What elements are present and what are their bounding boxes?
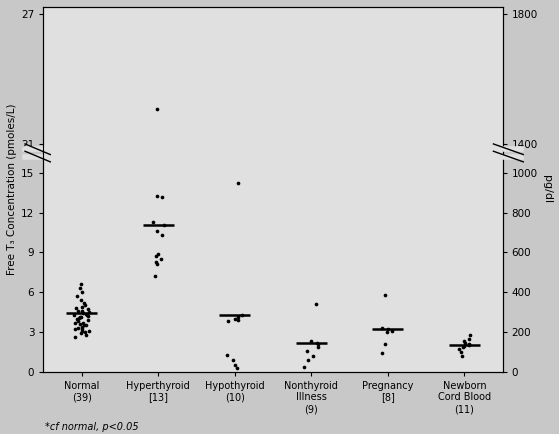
- Point: [82, 331, 91, 338]
- Point: [83, 306, 92, 313]
- Point: [455, 346, 464, 353]
- Point: [78, 303, 87, 310]
- Point: [73, 293, 82, 299]
- Point: [79, 310, 88, 317]
- Point: [70, 325, 79, 332]
- Point: [150, 273, 159, 280]
- Point: [308, 352, 317, 359]
- Point: [303, 347, 312, 354]
- Point: [73, 315, 82, 322]
- Point: [77, 289, 86, 296]
- Point: [381, 341, 390, 348]
- Point: [84, 328, 93, 335]
- Point: [77, 314, 86, 321]
- Point: [80, 322, 89, 329]
- Point: [77, 326, 86, 333]
- Point: [80, 329, 89, 335]
- Point: [312, 339, 321, 346]
- Point: [82, 312, 91, 319]
- Point: [459, 342, 468, 349]
- Point: [75, 285, 84, 292]
- Point: [84, 309, 93, 316]
- Point: [237, 311, 246, 318]
- Point: [70, 319, 79, 326]
- Point: [73, 308, 82, 315]
- Point: [149, 218, 158, 225]
- Point: [464, 335, 473, 342]
- Point: [300, 363, 309, 370]
- Point: [70, 311, 79, 318]
- Point: [457, 352, 466, 359]
- Point: [153, 261, 162, 268]
- Point: [153, 105, 162, 112]
- Text: *cf normal, p<0.05: *cf normal, p<0.05: [45, 422, 138, 432]
- Point: [72, 305, 80, 312]
- Point: [80, 299, 89, 306]
- Point: [233, 314, 242, 321]
- Point: [381, 291, 390, 298]
- Point: [156, 256, 165, 263]
- Point: [83, 316, 92, 323]
- Point: [75, 321, 84, 328]
- Point: [151, 258, 160, 265]
- Point: [153, 228, 162, 235]
- Point: [464, 342, 473, 349]
- Point: [78, 327, 87, 334]
- Point: [158, 193, 167, 200]
- Point: [314, 341, 323, 348]
- Point: [465, 341, 473, 348]
- Point: [84, 312, 93, 319]
- Point: [157, 232, 166, 239]
- Point: [378, 350, 387, 357]
- Point: [74, 315, 83, 322]
- Point: [460, 339, 469, 346]
- Point: [78, 320, 87, 327]
- Point: [383, 329, 392, 335]
- Point: [312, 301, 321, 308]
- Point: [77, 323, 86, 330]
- Point: [81, 302, 90, 309]
- Point: [383, 326, 392, 333]
- Point: [151, 253, 160, 260]
- Point: [234, 316, 243, 323]
- Point: [229, 356, 238, 363]
- Point: [224, 318, 233, 325]
- Point: [81, 311, 90, 318]
- Point: [233, 365, 241, 372]
- Point: [153, 192, 162, 199]
- Point: [231, 315, 240, 322]
- Point: [306, 338, 315, 345]
- Y-axis label: pg/dl: pg/dl: [542, 175, 552, 204]
- Point: [74, 318, 83, 325]
- Point: [222, 351, 231, 358]
- Point: [77, 297, 86, 304]
- Point: [153, 250, 162, 257]
- Point: [314, 343, 323, 350]
- Point: [82, 321, 91, 328]
- Point: [77, 281, 86, 288]
- Point: [78, 307, 87, 314]
- Point: [74, 325, 83, 332]
- Point: [75, 313, 84, 320]
- Point: [466, 331, 475, 338]
- Point: [304, 356, 313, 363]
- Point: [387, 327, 396, 334]
- Point: [458, 344, 467, 351]
- Point: [459, 338, 468, 345]
- Point: [457, 349, 466, 355]
- Point: [233, 180, 242, 187]
- Point: [231, 362, 240, 368]
- Point: [160, 221, 169, 228]
- Point: [70, 334, 79, 341]
- Y-axis label: Free T₃ Concentration (pmoles/L): Free T₃ Concentration (pmoles/L): [7, 104, 17, 275]
- Point: [378, 325, 387, 332]
- Point: [76, 330, 85, 337]
